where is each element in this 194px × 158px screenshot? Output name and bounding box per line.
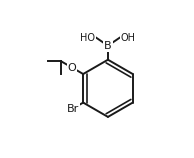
Text: Br: Br (67, 104, 79, 114)
Text: B: B (104, 41, 112, 51)
Text: O: O (68, 63, 76, 73)
Text: OH: OH (121, 33, 136, 43)
Text: HO: HO (80, 33, 95, 43)
